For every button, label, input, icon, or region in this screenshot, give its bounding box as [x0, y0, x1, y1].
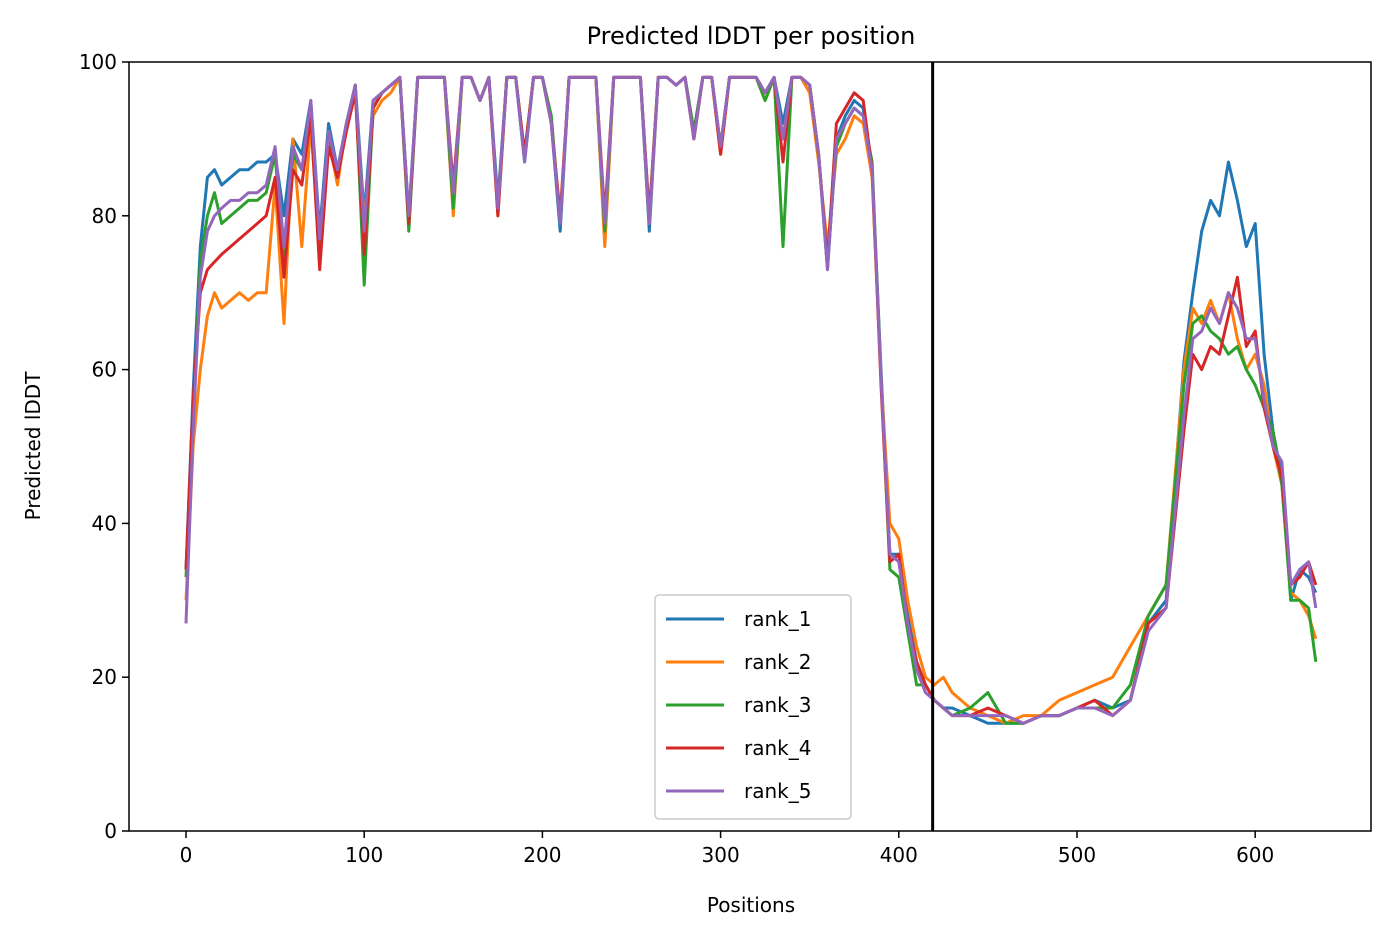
- x-tick-label: 300: [702, 843, 740, 867]
- x-axis-label: Positions: [707, 893, 795, 917]
- y-tick-label: 40: [92, 511, 117, 535]
- y-axis-label: Predicted lDDT: [21, 371, 45, 521]
- x-tick-label: 100: [345, 843, 383, 867]
- legend-label-rank_2: rank_2: [744, 650, 811, 674]
- y-tick-label: 20: [92, 665, 117, 689]
- series-line-rank_5: [184, 75, 1318, 725]
- legend: rank_1 rank_2 rank_3 rank_4 rank_5: [654, 594, 852, 820]
- y-tick-label: 100: [79, 50, 117, 74]
- plot-frame: [128, 61, 1372, 832]
- y-tick-label: 0: [104, 819, 117, 843]
- legend-label-rank_1: rank_1: [744, 607, 811, 631]
- x-axis-ticks: 0 100 200 300 400 500 600: [180, 831, 1274, 867]
- y-tick-label: 60: [92, 358, 117, 382]
- legend-box: [654, 594, 852, 820]
- legend-label-rank_5: rank_5: [744, 779, 811, 803]
- series-lines: [184, 75, 1318, 725]
- x-tick-label: 0: [180, 843, 193, 867]
- x-tick-label: 200: [523, 843, 561, 867]
- y-axis-ticks: 0 20 40 60 80 100: [79, 50, 129, 843]
- x-tick-label: 400: [880, 843, 918, 867]
- x-tick-label: 600: [1236, 843, 1274, 867]
- y-tick-label: 80: [92, 204, 117, 228]
- legend-label-rank_3: rank_3: [744, 693, 811, 717]
- chart-title: Predicted lDDT per position: [587, 22, 916, 50]
- legend-label-rank_4: rank_4: [744, 736, 811, 760]
- x-tick-label: 500: [1058, 843, 1096, 867]
